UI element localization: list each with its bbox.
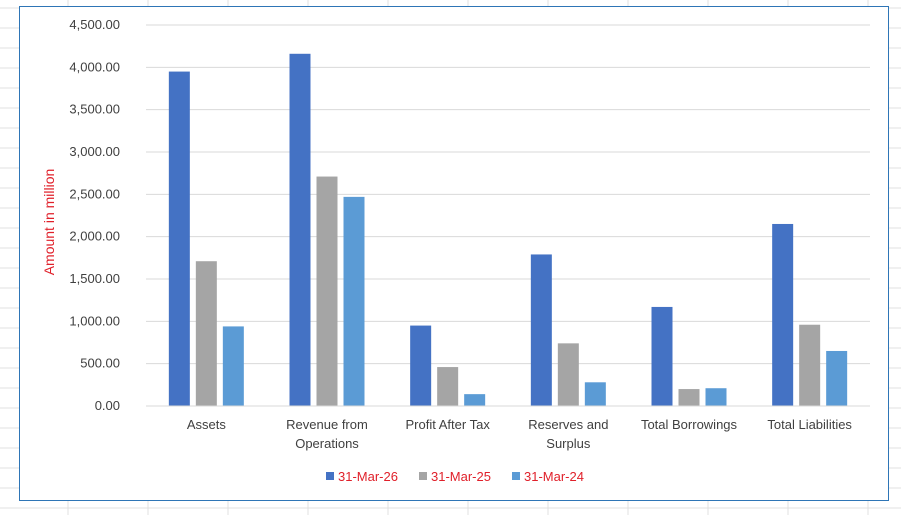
- legend-swatch: [326, 472, 334, 480]
- bar: [826, 350, 848, 406]
- legend-label: 31-Mar-24: [524, 469, 584, 484]
- legend-swatch: [512, 472, 520, 480]
- bar: [678, 389, 700, 406]
- bar: [799, 324, 821, 406]
- category-label: Surplus: [546, 436, 591, 451]
- bars: [168, 53, 848, 407]
- category-label: Reserves and: [528, 417, 608, 432]
- category-label: Total Borrowings: [641, 417, 738, 432]
- category-label: Operations: [295, 436, 359, 451]
- y-tick-label: 1,000.00: [69, 313, 120, 328]
- y-tick-label: 500.00: [80, 356, 120, 371]
- category-label: Revenue from: [286, 417, 368, 432]
- bar: [557, 343, 579, 406]
- bar: [464, 394, 486, 406]
- bar: [772, 223, 794, 406]
- legend-swatch: [419, 472, 427, 480]
- y-tick-label: 3,000.00: [69, 144, 120, 159]
- bar-chart: 0.00 500.00 1,000.00 1,500.00 2,000.00 2,500.…: [41, 17, 870, 484]
- category-labels: Assets Revenue from Operations Profit After…: [187, 417, 853, 451]
- legend: 31-Mar-26 31-Mar-25 31-Mar-24: [326, 469, 584, 484]
- y-tick-label: 2,000.00: [69, 229, 120, 244]
- bar: [651, 306, 673, 406]
- y-tick-label: 4,000.00: [69, 59, 120, 74]
- bar: [705, 388, 727, 406]
- bar: [289, 53, 311, 406]
- bar: [437, 367, 459, 406]
- y-tick-label: 4,500.00: [69, 17, 120, 32]
- legend-label: 31-Mar-25: [431, 469, 491, 484]
- y-tick-label: 3,500.00: [69, 102, 120, 117]
- y-tick-label: 0.00: [95, 398, 120, 413]
- bar: [222, 326, 244, 406]
- y-tick-label: 1,500.00: [69, 271, 120, 286]
- y-tick-labels: 0.00 500.00 1,000.00 1,500.00 2,000.00 2,500.…: [69, 17, 120, 413]
- category-label: Total Liabilities: [767, 417, 852, 432]
- legend-label: 31-Mar-26: [338, 469, 398, 484]
- bar: [195, 261, 217, 406]
- bar: [584, 382, 606, 406]
- y-gridlines: [146, 24, 870, 365]
- y-axis-label: Amount in million: [41, 169, 57, 276]
- bar: [168, 71, 190, 407]
- chart-area[interactable]: 0.00 500.00 1,000.00 1,500.00 2,000.00 2,500.…: [19, 6, 889, 501]
- category-label: Profit After Tax: [406, 417, 491, 432]
- bar: [530, 254, 552, 406]
- category-label: Assets: [187, 417, 227, 432]
- y-tick-label: 2,500.00: [69, 186, 120, 201]
- bar: [343, 196, 365, 406]
- bar: [316, 176, 338, 406]
- bar: [410, 325, 432, 406]
